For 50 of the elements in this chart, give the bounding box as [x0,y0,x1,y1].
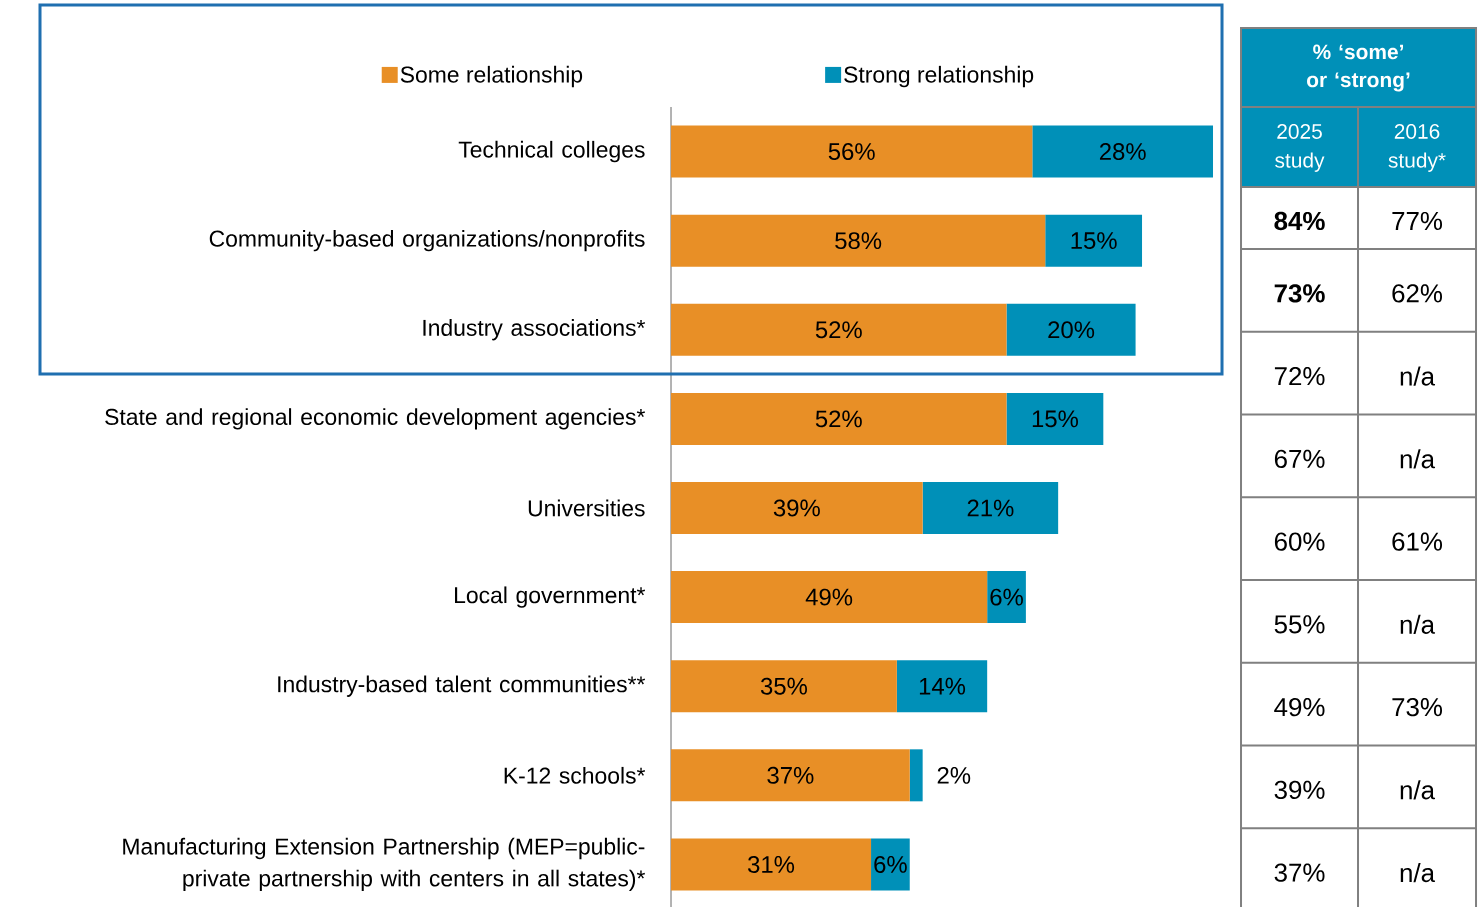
data-label: 6% [990,588,1023,606]
data-label: 14% [919,677,966,695]
text: 49% [1274,697,1325,717]
text: 73% [1392,697,1443,717]
y-tick-label: Manufacturing Extension Partnership (MEP=public-private partnership with centers in all states)* [123,837,646,892]
text: 39% [1274,780,1325,800]
text: n/a [1400,863,1436,883]
data-label: 52% [815,321,862,339]
data-label: 52% [815,410,862,428]
y-tick-label: Technical colleges [458,140,645,163]
text: 62% [1392,284,1443,303]
data-label: 21% [967,499,1014,517]
y-tick-label: K-12 schools* [504,766,646,784]
data-label: 49% [805,588,853,606]
text: n/a [1400,366,1436,386]
text: n/a [1400,780,1436,800]
data-label: 56% [828,143,875,160]
text: 61% [1392,532,1443,551]
y-tick-label: Industry-based talent communities** [278,675,646,697]
data-label: 35% [760,677,807,695]
text: n/a [1400,449,1436,469]
text: 67% [1274,449,1325,469]
legend-label: Strong relationship [844,65,1034,88]
legend-label: Some relationship [400,65,583,88]
data-label: 15% [1032,410,1078,428]
text: n/a [1400,614,1436,634]
category-label: 2025 study [1275,124,1325,172]
text: 73% [1274,284,1325,303]
text: % ‘some’ or ‘strong’ [1307,44,1410,92]
y-tick-label: Industry associations* [423,319,646,341]
category-label: 2016 study* [1388,124,1446,172]
data-label: 58% [835,232,882,250]
y-tick-label: Universities [528,499,645,517]
data-label: 39% [773,499,820,517]
y-tick-label: Local government* [455,586,646,608]
data-label: 2% [937,766,971,784]
data-label: 37% [767,766,814,784]
text: 84% [1274,211,1325,231]
text: 55% [1274,615,1325,634]
text: 72% [1274,366,1325,386]
text: 60% [1274,532,1325,551]
data-label: 20% [1048,321,1095,339]
data-label: 15% [1071,232,1117,250]
y-tick-label: Community-based organizations/nonprofits [209,229,645,252]
data-label: 28% [1099,143,1146,160]
y-tick-label: State and regional economic development agencies* [105,408,646,430]
data-label: 6% [874,855,907,873]
text: 37% [1274,863,1325,882]
data-label: 31% [748,855,795,873]
text: 77% [1392,211,1443,231]
